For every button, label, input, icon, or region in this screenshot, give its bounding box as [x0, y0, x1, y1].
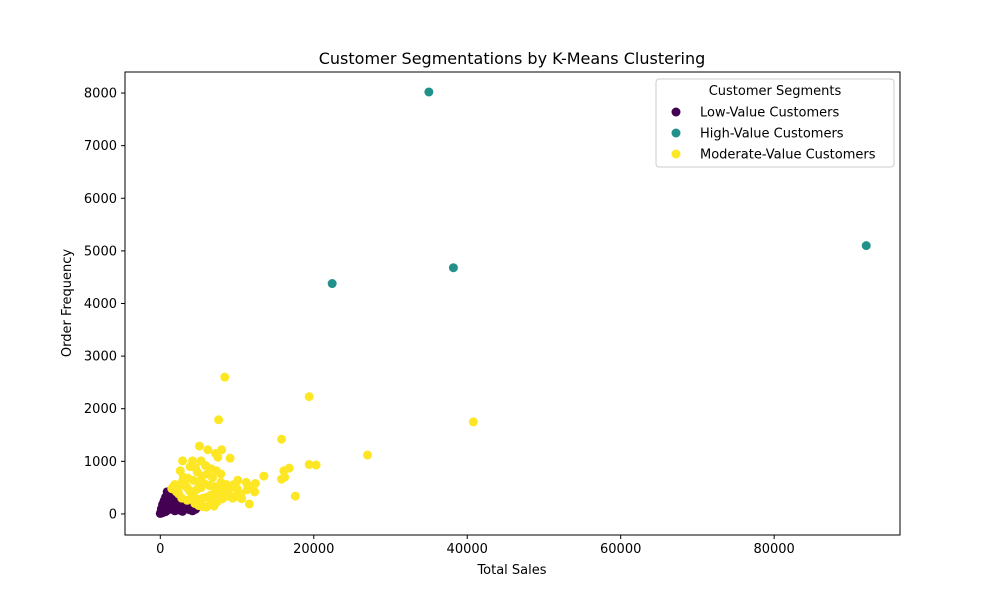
- point-moderate-value-customers: [220, 372, 230, 382]
- point-moderate-value-customers: [213, 452, 223, 462]
- point-moderate-value-customers: [237, 494, 247, 504]
- x-tick-label: 60000: [600, 542, 641, 557]
- point-moderate-value-customers: [194, 441, 204, 451]
- point-moderate-value-customers: [225, 453, 235, 463]
- point-moderate-value-customers: [167, 484, 177, 494]
- legend: Customer Segments Low-Value Customers Hig…: [655, 78, 895, 168]
- legend-box: [655, 78, 895, 168]
- legend-marker-moderate-value-customers: [671, 149, 681, 159]
- point-moderate-value-customers: [311, 460, 321, 470]
- point-moderate-value-customers: [211, 466, 221, 476]
- point-moderate-value-customers: [196, 483, 206, 493]
- y-tick-label: 8000: [84, 87, 117, 102]
- x-tick-label: 0: [156, 542, 164, 557]
- point-high-value-customers: [448, 263, 458, 273]
- y-tick-label: 2000: [84, 402, 117, 417]
- point-moderate-value-customers: [304, 392, 314, 402]
- y-tick-label: 7000: [84, 139, 117, 154]
- point-moderate-value-customers: [277, 474, 287, 484]
- y-tick-label: 5000: [84, 244, 117, 259]
- x-tick-label: 20000: [293, 542, 334, 557]
- point-high-value-customers: [424, 87, 434, 97]
- point-moderate-value-customers: [185, 462, 195, 472]
- point-moderate-value-customers: [222, 491, 232, 501]
- x-axis-label: Total Sales: [476, 563, 546, 578]
- y-axis-label: Order Frequency: [60, 249, 75, 358]
- point-moderate-value-customers: [362, 450, 372, 460]
- point-moderate-value-customers: [468, 417, 478, 427]
- legend-title: Customer Segments: [709, 84, 842, 99]
- legend-entries: Low-Value Customers High-Value Customers M…: [671, 106, 876, 163]
- point-high-value-customers: [861, 241, 871, 251]
- point-moderate-value-customers: [277, 434, 287, 444]
- legend-label-high-value-customers: High-Value Customers: [700, 127, 844, 142]
- point-moderate-value-customers: [244, 499, 254, 509]
- y-tick-label: 1000: [84, 455, 117, 470]
- legend-marker-low-value-customers: [671, 107, 681, 117]
- point-moderate-value-customers: [232, 484, 242, 494]
- point-moderate-value-customers: [203, 445, 213, 455]
- point-moderate-value-customers: [250, 478, 260, 488]
- legend-label-moderate-value-customers: Moderate-Value Customers: [700, 148, 876, 163]
- y-tick-label: 0: [109, 507, 117, 522]
- legend-label-low-value-customers: Low-Value Customers: [700, 106, 840, 121]
- y-tick-label: 3000: [84, 350, 117, 365]
- point-moderate-value-customers: [214, 415, 224, 425]
- x-axis-ticks: 0 20000 40000 60000 80000: [156, 535, 795, 557]
- legend-marker-high-value-customers: [671, 128, 681, 138]
- y-tick-label: 4000: [84, 297, 117, 312]
- point-moderate-value-customers: [178, 456, 188, 466]
- x-tick-label: 80000: [753, 542, 794, 557]
- point-moderate-value-customers: [207, 473, 217, 483]
- chart-title: Customer Segmentations by K-Means Cluste…: [319, 49, 706, 68]
- y-tick-label: 6000: [84, 192, 117, 207]
- point-high-value-customers: [327, 279, 337, 289]
- point-moderate-value-customers: [174, 489, 184, 499]
- plot-area: [155, 87, 871, 518]
- point-moderate-value-customers: [304, 459, 314, 469]
- point-moderate-value-customers: [259, 471, 269, 481]
- x-tick-label: 40000: [447, 542, 488, 557]
- y-axis-ticks: 0 1000 2000 3000 4000 5000 6000 7000 8000: [84, 87, 125, 522]
- point-moderate-value-customers: [290, 491, 300, 501]
